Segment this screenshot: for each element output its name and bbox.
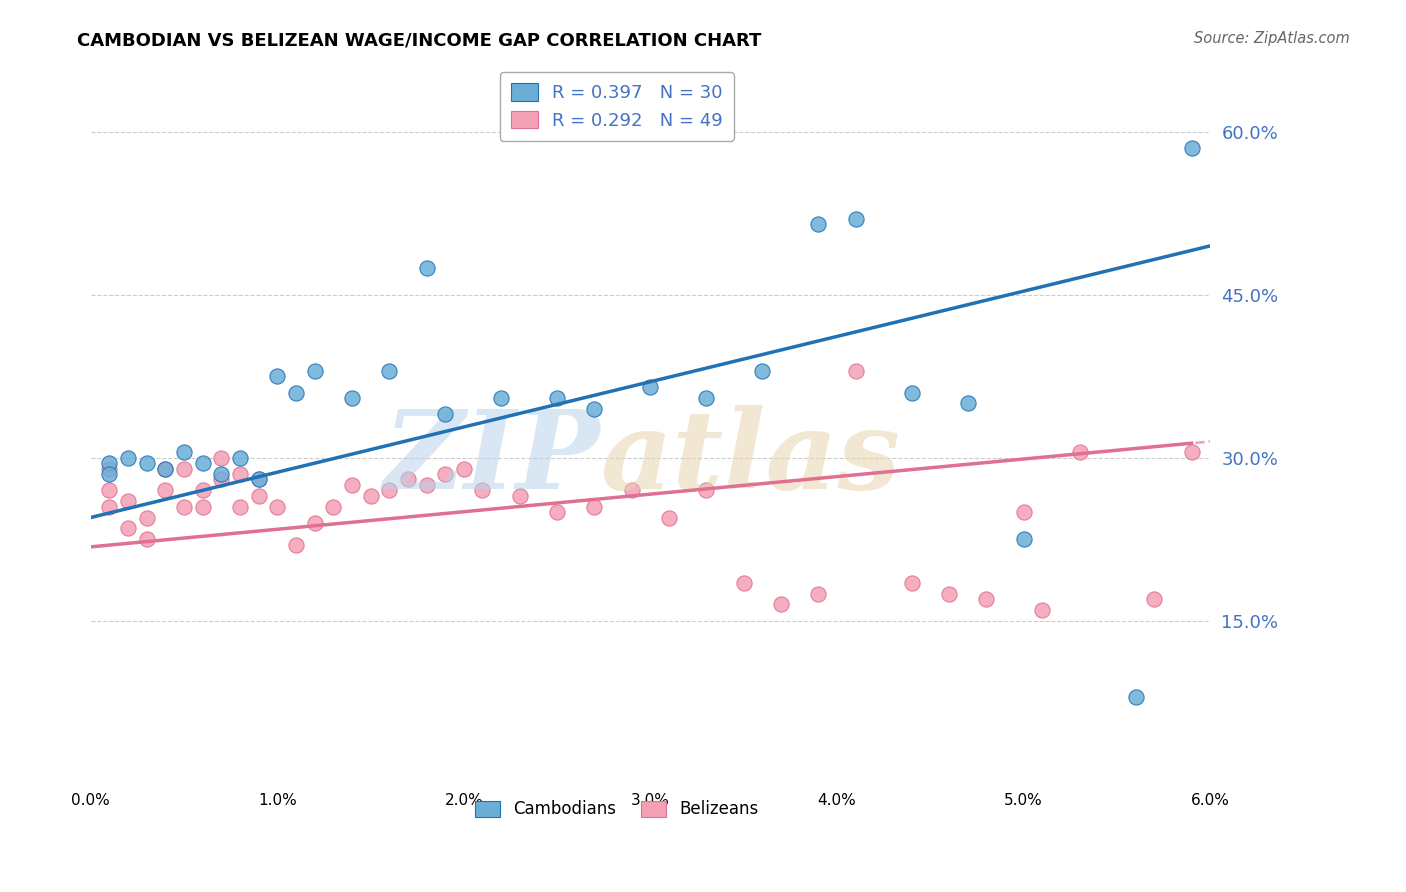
Point xyxy=(640,380,662,394)
Point xyxy=(658,510,681,524)
Point xyxy=(266,500,288,514)
Point xyxy=(1012,533,1035,547)
Point xyxy=(98,461,121,475)
Point xyxy=(229,450,252,465)
Point xyxy=(155,461,177,475)
Point xyxy=(546,391,568,405)
Point xyxy=(1143,592,1166,607)
Point xyxy=(956,396,979,410)
Point xyxy=(155,483,177,498)
Point xyxy=(284,385,307,400)
Point xyxy=(695,391,717,405)
Point xyxy=(98,483,121,498)
Point xyxy=(98,467,121,481)
Point xyxy=(135,510,157,524)
Point xyxy=(453,461,475,475)
Point xyxy=(976,592,998,607)
Point xyxy=(509,489,531,503)
Point xyxy=(415,260,437,275)
Point xyxy=(304,516,326,530)
Point xyxy=(733,575,755,590)
Point xyxy=(209,450,232,465)
Point xyxy=(340,478,363,492)
Point xyxy=(583,500,606,514)
Point xyxy=(247,473,270,487)
Point xyxy=(155,461,177,475)
Point xyxy=(360,489,382,503)
Point xyxy=(340,391,363,405)
Point xyxy=(209,473,232,487)
Point xyxy=(378,364,401,378)
Point xyxy=(266,369,288,384)
Point xyxy=(900,385,922,400)
Point xyxy=(247,489,270,503)
Point xyxy=(209,467,232,481)
Point xyxy=(620,483,643,498)
Point xyxy=(191,483,214,498)
Legend: Cambodians, Belizeans: Cambodians, Belizeans xyxy=(468,794,765,825)
Point xyxy=(229,500,252,514)
Point xyxy=(284,538,307,552)
Point xyxy=(1125,690,1147,704)
Point xyxy=(434,467,457,481)
Point xyxy=(173,461,195,475)
Point xyxy=(396,473,419,487)
Point xyxy=(583,401,606,416)
Point xyxy=(98,500,121,514)
Point xyxy=(770,598,793,612)
Point xyxy=(900,575,922,590)
Point xyxy=(751,364,773,378)
Point xyxy=(695,483,717,498)
Point xyxy=(378,483,401,498)
Point xyxy=(434,407,457,421)
Point xyxy=(173,445,195,459)
Point xyxy=(191,500,214,514)
Text: ZIP: ZIP xyxy=(384,405,600,513)
Point xyxy=(415,478,437,492)
Point xyxy=(229,467,252,481)
Point xyxy=(938,586,960,600)
Point xyxy=(1031,603,1053,617)
Point xyxy=(191,456,214,470)
Point xyxy=(117,494,139,508)
Point xyxy=(135,456,157,470)
Point xyxy=(1012,505,1035,519)
Point xyxy=(173,500,195,514)
Point xyxy=(1181,445,1204,459)
Point xyxy=(117,521,139,535)
Point xyxy=(489,391,512,405)
Point xyxy=(807,586,830,600)
Point xyxy=(471,483,494,498)
Point xyxy=(1181,141,1204,155)
Text: CAMBODIAN VS BELIZEAN WAGE/INCOME GAP CORRELATION CHART: CAMBODIAN VS BELIZEAN WAGE/INCOME GAP CO… xyxy=(77,31,762,49)
Point xyxy=(247,473,270,487)
Text: atlas: atlas xyxy=(600,405,900,513)
Point xyxy=(1069,445,1091,459)
Point xyxy=(845,211,868,226)
Point xyxy=(845,364,868,378)
Point xyxy=(807,217,830,231)
Point xyxy=(304,364,326,378)
Point xyxy=(98,456,121,470)
Point xyxy=(546,505,568,519)
Point xyxy=(117,450,139,465)
Point xyxy=(135,533,157,547)
Text: Source: ZipAtlas.com: Source: ZipAtlas.com xyxy=(1194,31,1350,46)
Point xyxy=(322,500,344,514)
